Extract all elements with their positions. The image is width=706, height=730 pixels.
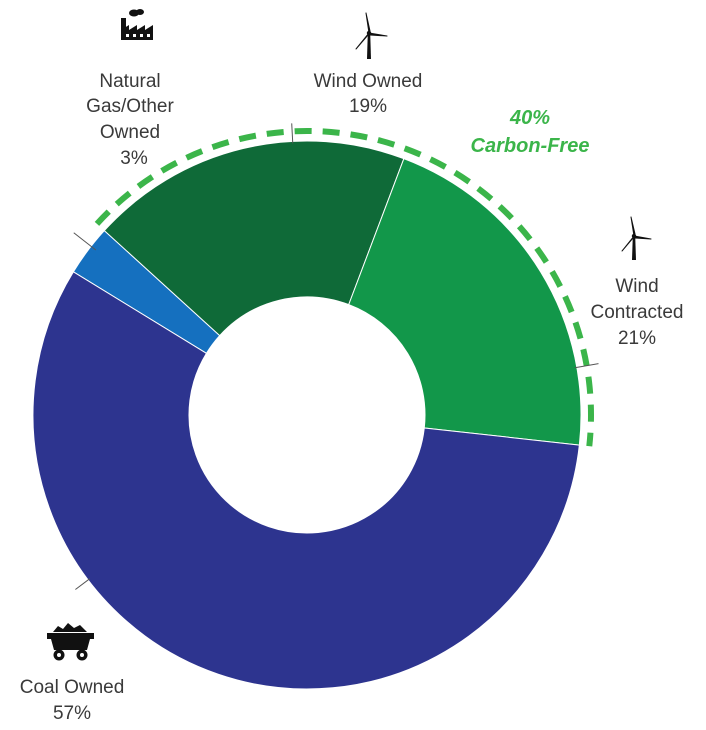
slice-wind-contracted xyxy=(348,158,582,446)
wind-owned-label-line-1: Wind Owned xyxy=(314,71,423,92)
label-natural-gas: Natural Gas/Other Owned 3% xyxy=(86,71,174,169)
wind-turbine-icon xyxy=(355,12,388,59)
wind-contracted-label-line-1: Wind xyxy=(615,276,658,297)
carbon-free-arc xyxy=(94,128,594,447)
wind-owned-value-label: 19% xyxy=(349,96,387,117)
leaders-layer xyxy=(73,123,599,590)
label-coal-owned: Coal Owned 57% xyxy=(20,677,125,724)
label-wind-owned: Wind Owned 19% xyxy=(314,71,423,117)
carbon-free-annotation: 40% Carbon-Free xyxy=(471,107,590,157)
wind-turbine-icon xyxy=(621,216,652,260)
coal-owned-label-line-1: Coal Owned xyxy=(20,677,125,698)
natural-gas-value-label: 3% xyxy=(120,148,148,169)
slices-layer xyxy=(32,140,582,690)
coal-owned-value-label: 57% xyxy=(53,703,91,724)
carbon-free-label: Carbon-Free xyxy=(471,135,590,157)
wind-contracted-label-line-2: Contracted xyxy=(591,302,684,323)
natural-gas-label-line-2: Gas/Other xyxy=(86,96,174,117)
coal-cart-icon xyxy=(47,623,94,661)
carbon-free-percent: 40% xyxy=(509,107,550,129)
leader-line xyxy=(75,578,91,590)
wind-contracted-value-label: 21% xyxy=(618,328,656,349)
factory-icon xyxy=(121,9,153,40)
label-wind-contracted: Wind Contracted 21% xyxy=(591,276,684,349)
natural-gas-label-line-3: Owned xyxy=(100,122,160,143)
leader-line xyxy=(291,123,294,144)
leader-line xyxy=(574,363,599,369)
leader-line xyxy=(73,232,97,251)
natural-gas-label-line-1: Natural xyxy=(99,71,160,92)
slice-wind-owned xyxy=(103,140,405,337)
slice-coal-owned xyxy=(32,271,580,690)
